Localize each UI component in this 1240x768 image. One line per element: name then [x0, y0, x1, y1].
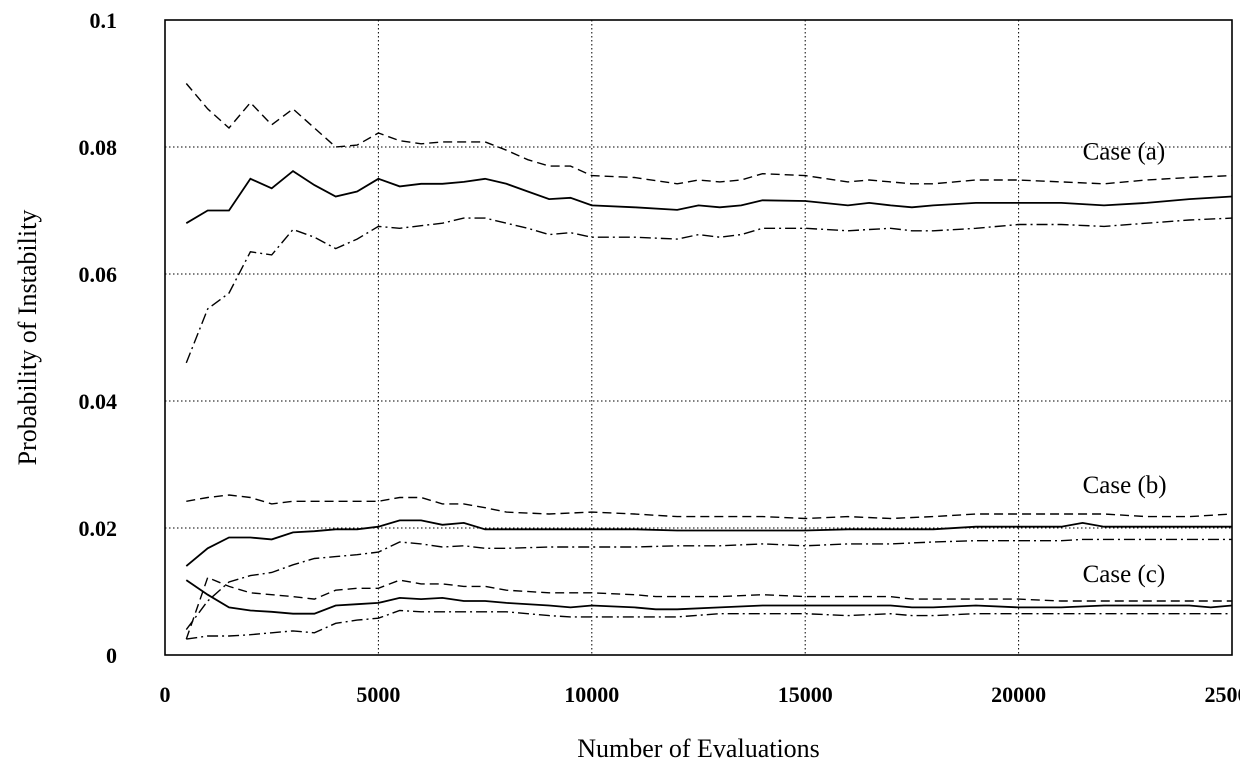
- case-a-label: Case (a): [1083, 139, 1166, 166]
- grid-lines: [165, 20, 1232, 655]
- x-tick-label: 0: [160, 682, 171, 707]
- x-axis-title: Number of Evaluations: [577, 734, 820, 763]
- y-tick-label: 0: [106, 643, 117, 668]
- case-b-label: Case (b): [1083, 472, 1167, 499]
- x-tick-label: 15000: [778, 682, 833, 707]
- y-tick-label: 0.02: [79, 516, 118, 541]
- series-line-case-a-dashdot: [185, 217, 1233, 364]
- y-tick-label: 0.04: [79, 389, 118, 414]
- series-line-case-a-solid: [185, 169, 1233, 224]
- series-line-case-c-dashed: [185, 576, 1232, 640]
- y-tick-label: 0.1: [90, 8, 118, 33]
- y-axis-title: Probability of Instability: [13, 210, 42, 466]
- x-tick-label: 10000: [564, 682, 619, 707]
- plot-frame: [164, 19, 1233, 656]
- series-line-case-b-dashed: [186, 494, 1233, 520]
- series-lines: [185, 83, 1233, 640]
- x-tick-label: 5000: [356, 682, 400, 707]
- series-line-case-b-dashdot: [185, 538, 1232, 631]
- y-tick-label: 0.06: [79, 262, 118, 287]
- series-line-case-a-dashed: [185, 83, 1233, 185]
- series-line-case-b-solid: [185, 519, 1232, 567]
- series-line-case-c-solid: [185, 579, 1233, 615]
- case-c-label: Case (c): [1083, 561, 1166, 588]
- series-line-case-c-dashdot: [186, 609, 1232, 640]
- y-tick-label: 0.08: [79, 135, 118, 160]
- x-tick-label: 20000: [991, 682, 1046, 707]
